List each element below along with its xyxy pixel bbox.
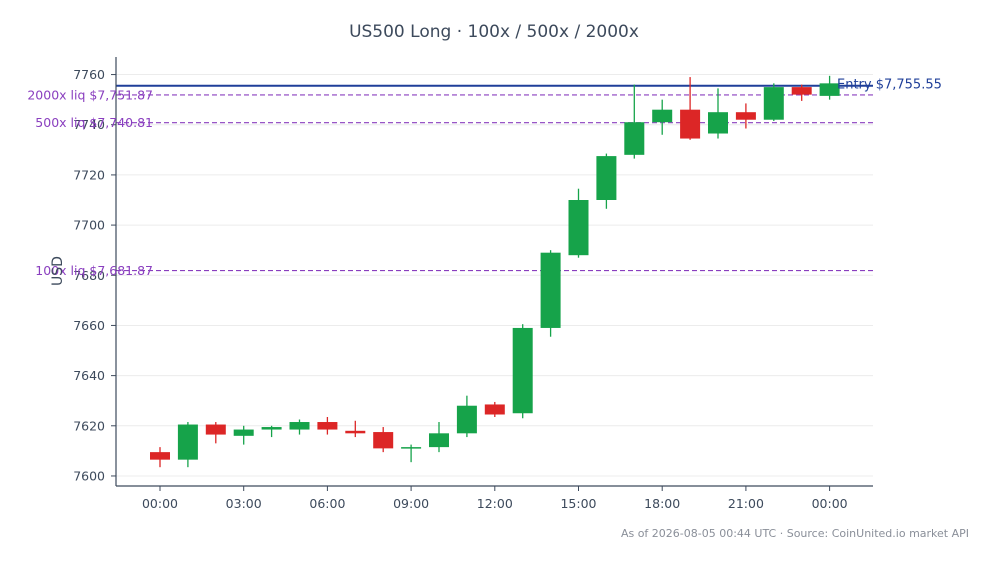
candle — [373, 427, 394, 453]
candle — [512, 324, 533, 419]
y-tick-label: 7700 — [73, 218, 105, 233]
grid — [116, 74, 873, 477]
candle — [233, 425, 254, 445]
y-tick-label: 7660 — [73, 318, 105, 333]
candle-body — [317, 422, 338, 430]
candle-body — [652, 109, 673, 123]
candle — [708, 88, 728, 139]
candle-body — [456, 405, 477, 434]
candle-body — [624, 122, 645, 155]
candle — [429, 422, 449, 453]
candle-body — [177, 424, 198, 460]
candle-body — [512, 327, 533, 414]
axes: 7600 7620 7640 7660 7680 7700 7720 7740 7760 00:0… — [73, 57, 873, 511]
y-axis-label: USD — [50, 256, 66, 286]
candle-body — [540, 252, 561, 328]
y-tick-label: 7740 — [73, 117, 105, 132]
candle-body — [708, 112, 728, 134]
candle — [596, 153, 617, 209]
candle — [289, 419, 310, 435]
candle — [456, 395, 477, 438]
x-tick-label: 18:00 — [644, 496, 680, 511]
x-tick-label: 15:00 — [560, 496, 596, 511]
candle — [680, 77, 701, 140]
x-tick-label: 21:00 — [728, 496, 764, 511]
x-tick-label: 00:00 — [142, 496, 178, 511]
candle-body — [261, 427, 282, 430]
candle-body — [819, 83, 840, 96]
x-tick-label: 09:00 — [393, 496, 429, 511]
candle — [763, 83, 784, 121]
candle — [791, 84, 812, 101]
candle-body — [596, 156, 617, 200]
chart-title: US500 Long · 100x / 500x / 2000x — [349, 22, 639, 42]
entry-label: Entry $7,755.55 — [837, 78, 942, 93]
candle — [205, 422, 226, 444]
y-tick-label: 7640 — [73, 368, 105, 383]
reference-lines — [116, 84, 873, 272]
candle — [568, 188, 589, 258]
candle — [261, 425, 282, 438]
candle-body — [289, 422, 310, 430]
candle — [401, 444, 422, 463]
y-tick-label: 7620 — [73, 418, 105, 433]
candle-body — [345, 430, 366, 434]
footer-source: As of 2026-08-05 00:44 UTC · Source: Coi… — [621, 527, 969, 540]
candle-body — [401, 447, 422, 449]
x-tick-label: 00:00 — [812, 496, 848, 511]
candle — [484, 401, 505, 418]
candle — [652, 99, 673, 135]
candle — [177, 422, 198, 468]
y-tick-label: 7680 — [73, 268, 105, 283]
candle-body — [568, 200, 589, 256]
candle — [317, 417, 338, 435]
candle — [735, 103, 756, 129]
x-tick-label: 12:00 — [477, 496, 513, 511]
liquidation-label: 100x liq $7,681.87 — [35, 263, 153, 278]
liquidation-label: 500x liq $7,740.81 — [35, 115, 153, 130]
candle-body — [484, 404, 505, 415]
candle — [540, 250, 561, 337]
candle-body — [233, 429, 254, 436]
candle — [345, 420, 366, 438]
candle-body — [429, 433, 449, 448]
candle-body — [735, 112, 756, 120]
candle-body — [680, 109, 701, 139]
y-tick-label: 7760 — [73, 67, 105, 82]
x-tick-label: 03:00 — [226, 496, 262, 511]
reference-labels: Entry $7,755.55 2000x liq $7,751.87 500x l… — [27, 78, 942, 278]
candle — [150, 447, 170, 468]
y-tick-label: 7720 — [73, 167, 105, 182]
candle — [624, 84, 645, 159]
candle — [819, 75, 840, 100]
liquidation-label: 2000x liq $7,751.87 — [27, 87, 153, 102]
candle-body — [205, 424, 226, 435]
y-tick-label: 7600 — [73, 468, 105, 483]
candle-body — [763, 87, 784, 120]
candle-body — [791, 87, 812, 95]
x-tick-label: 06:00 — [309, 496, 345, 511]
candle-body — [150, 452, 170, 460]
candle-body — [373, 432, 394, 449]
candles — [150, 75, 840, 468]
